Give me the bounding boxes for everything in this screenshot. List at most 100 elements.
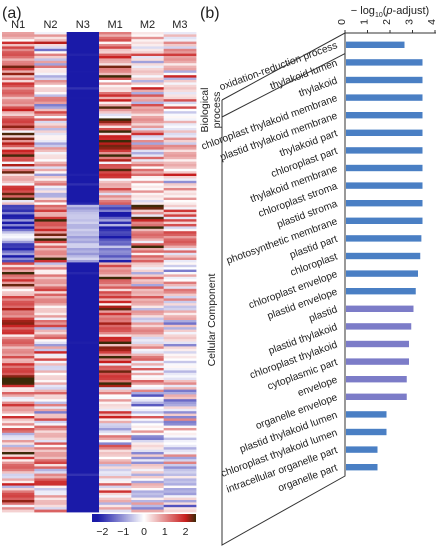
heatmap-cell xyxy=(99,303,132,306)
heatmap-cell xyxy=(131,65,165,69)
heatmap-cell xyxy=(99,185,132,189)
heatmap-cell xyxy=(66,380,100,383)
heatmap-cell xyxy=(131,423,165,426)
heatmap-cell xyxy=(34,461,68,465)
heatmap-cell xyxy=(34,200,68,203)
heatmap-cell xyxy=(66,303,100,306)
x-tick-label: 0 xyxy=(336,19,348,25)
heatmap-cell xyxy=(99,456,132,460)
heatmap-cell xyxy=(163,113,197,117)
heatmap-cell xyxy=(99,188,132,191)
heatmap-cell xyxy=(163,149,197,153)
heatmap-cell xyxy=(2,236,35,239)
heatmap-cell xyxy=(99,168,132,172)
heatmap-cell xyxy=(163,485,197,489)
heatmap-cell xyxy=(2,87,35,90)
heatmap-cell xyxy=(99,219,132,222)
heatmap-cell xyxy=(163,344,197,347)
heatmap-cell xyxy=(131,370,165,374)
heatmap-cell xyxy=(34,497,68,501)
heatmap-cell xyxy=(163,404,197,407)
heatmap-cell xyxy=(99,384,132,388)
heatmap-cell xyxy=(99,120,132,124)
heatmap-cell xyxy=(66,164,100,167)
heatmap-cell xyxy=(99,140,132,143)
panel-b-label: (b) xyxy=(200,5,220,22)
heatmap-cell xyxy=(2,404,35,407)
heatmap-cell xyxy=(163,454,197,458)
heatmap-cell xyxy=(131,372,165,376)
heatmap-cell xyxy=(2,394,35,398)
heatmap-cell xyxy=(34,495,68,498)
heatmap-cell xyxy=(131,473,165,477)
heatmap-cell xyxy=(163,101,197,105)
heatmap-cell xyxy=(99,449,132,453)
heatmap-cell xyxy=(2,120,35,124)
heatmap-cell xyxy=(163,173,197,177)
heatmap-cell xyxy=(66,360,100,364)
heatmap-cell xyxy=(99,236,132,239)
heatmap-cell xyxy=(131,123,165,126)
heatmap-cell xyxy=(66,488,100,491)
heatmap-cell xyxy=(34,288,68,292)
heatmap-cell xyxy=(2,358,35,362)
heatmap-cell xyxy=(34,305,68,309)
heatmap-cell xyxy=(99,39,132,42)
heatmap-cell xyxy=(66,171,100,174)
heatmap-cell xyxy=(163,459,197,462)
heatmap-cell xyxy=(66,281,100,285)
heatmap-cell xyxy=(2,94,35,98)
heatmap-cell xyxy=(163,197,197,201)
heatmap-cell xyxy=(2,298,35,302)
heatmap-cell xyxy=(66,75,100,78)
heatmap-cell xyxy=(99,476,132,479)
heatmap-cell xyxy=(163,358,197,362)
heatmap-cell xyxy=(66,279,100,282)
heatmap-cell xyxy=(66,456,100,460)
heatmap-cell xyxy=(99,382,132,386)
heatmap-cell xyxy=(131,128,165,131)
bar xyxy=(346,235,422,242)
heatmap-cell xyxy=(163,243,197,246)
x-tick-label: 3 xyxy=(404,19,416,25)
heatmap-cell xyxy=(2,416,35,419)
heatmap-cell xyxy=(131,58,165,62)
heatmap-cell xyxy=(131,75,165,78)
heatmap-cell xyxy=(2,168,35,172)
heatmap-cell xyxy=(66,51,100,54)
heatmap-cell xyxy=(66,178,100,182)
heatmap-cell xyxy=(34,257,68,261)
heatmap-cell xyxy=(99,324,132,328)
heatmap-cell xyxy=(34,372,68,376)
heatmap-cell xyxy=(34,375,68,378)
heatmap-cell xyxy=(163,437,197,441)
heatmap-cell xyxy=(2,202,35,206)
heatmap-cell xyxy=(99,490,132,494)
group-label-cellular-component: Cellular Component xyxy=(206,274,218,367)
heatmap-cell xyxy=(34,116,68,119)
heatmap-cell xyxy=(34,202,68,206)
heatmap-cell xyxy=(2,339,35,342)
heatmap-cell xyxy=(99,166,132,170)
heatmap-cell xyxy=(34,123,68,126)
heatmap-cell xyxy=(2,264,35,268)
heatmap-cell xyxy=(34,101,68,105)
heatmap-cell xyxy=(2,221,35,225)
heatmap-cell xyxy=(99,363,132,366)
heatmap-cell xyxy=(66,245,100,249)
heatmap-cell xyxy=(34,94,68,98)
heatmap-cell xyxy=(2,329,35,333)
heatmap-cell xyxy=(34,365,68,369)
heatmap-cell xyxy=(163,200,197,203)
heatmap-cell xyxy=(66,339,100,342)
heatmap-cell xyxy=(2,140,35,143)
heatmap-cell xyxy=(66,368,100,371)
heatmap-cell xyxy=(99,267,132,270)
heatmap-cell xyxy=(131,495,165,498)
bar xyxy=(346,59,423,66)
heatmap-cell xyxy=(34,509,68,513)
heatmap-cell xyxy=(163,473,197,477)
heatmap-cell xyxy=(99,471,132,474)
heatmap-cell xyxy=(99,420,132,424)
heatmap-cell xyxy=(99,495,132,498)
